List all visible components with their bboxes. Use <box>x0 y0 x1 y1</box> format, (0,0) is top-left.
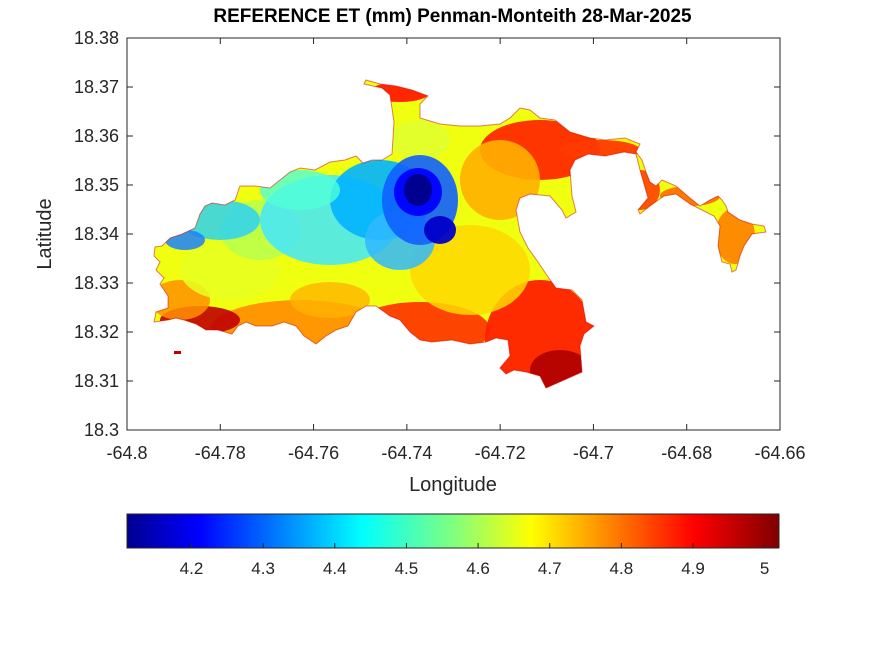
small-cay <box>174 351 181 354</box>
y-tick-label: 18.35 <box>74 175 119 195</box>
colorbar-tick-label: 4.3 <box>251 559 275 578</box>
chart-title: REFERENCE ET (mm) Penman-Monteith 28-Mar… <box>213 6 692 27</box>
mid-et-zone <box>390 120 450 160</box>
x-axis-ticks: -64.8 -64.78 -64.76 -64.74 -64.72 -64.7 -64.68… <box>106 38 806 463</box>
y-tick-label: 18.31 <box>74 371 119 391</box>
y-axis-ticks: 18.3 18.31 18.32 18.33 18.34 18.35 18.36 18.37 1… <box>74 28 780 440</box>
x-tick-label: -64.72 <box>475 443 526 463</box>
y-tick-label: 18.36 <box>74 126 119 146</box>
x-tick-label: -64.78 <box>195 443 246 463</box>
y-tick-label: 18.3 <box>84 420 119 440</box>
y-tick-label: 18.32 <box>74 322 119 342</box>
x-tick-label: -64.68 <box>661 443 712 463</box>
colorbar-tick-label: 4.8 <box>610 559 634 578</box>
y-tick-label: 18.37 <box>74 77 119 97</box>
coastline <box>153 79 767 389</box>
colorbar-tick-label: 4.7 <box>538 559 562 578</box>
very-low-et-zone <box>424 216 456 244</box>
colorbar <box>126 513 780 549</box>
colorbar-tick-label: 4.6 <box>466 559 490 578</box>
colorbar-tick-label: 4.9 <box>681 559 705 578</box>
colorbar-tick-label: 4.4 <box>323 559 347 578</box>
colorbar-ticks: 4.2 4.3 4.4 4.5 4.6 4.7 4.8 4.9 5 <box>180 543 769 578</box>
colorbar-tick-label: 5 <box>760 559 769 578</box>
x-tick-label: -64.66 <box>754 443 805 463</box>
mid-high-et-zone <box>290 282 370 318</box>
colorbar-tick-label: 4.2 <box>180 559 204 578</box>
x-tick-label: -64.7 <box>573 443 614 463</box>
y-tick-label: 18.34 <box>74 224 119 244</box>
x-tick-label: -64.74 <box>381 443 432 463</box>
y-axis-label: Latitude <box>34 198 56 269</box>
y-tick-label: 18.38 <box>74 28 119 48</box>
x-tick-label: -64.8 <box>106 443 147 463</box>
minimum-et-zone <box>404 174 432 206</box>
colorbar-tick-label: 4.5 <box>395 559 419 578</box>
y-tick-label: 18.33 <box>74 273 119 293</box>
x-tick-label: -64.76 <box>288 443 339 463</box>
mid-et-zone <box>410 225 530 315</box>
x-axis-label: Longitude <box>409 474 497 496</box>
